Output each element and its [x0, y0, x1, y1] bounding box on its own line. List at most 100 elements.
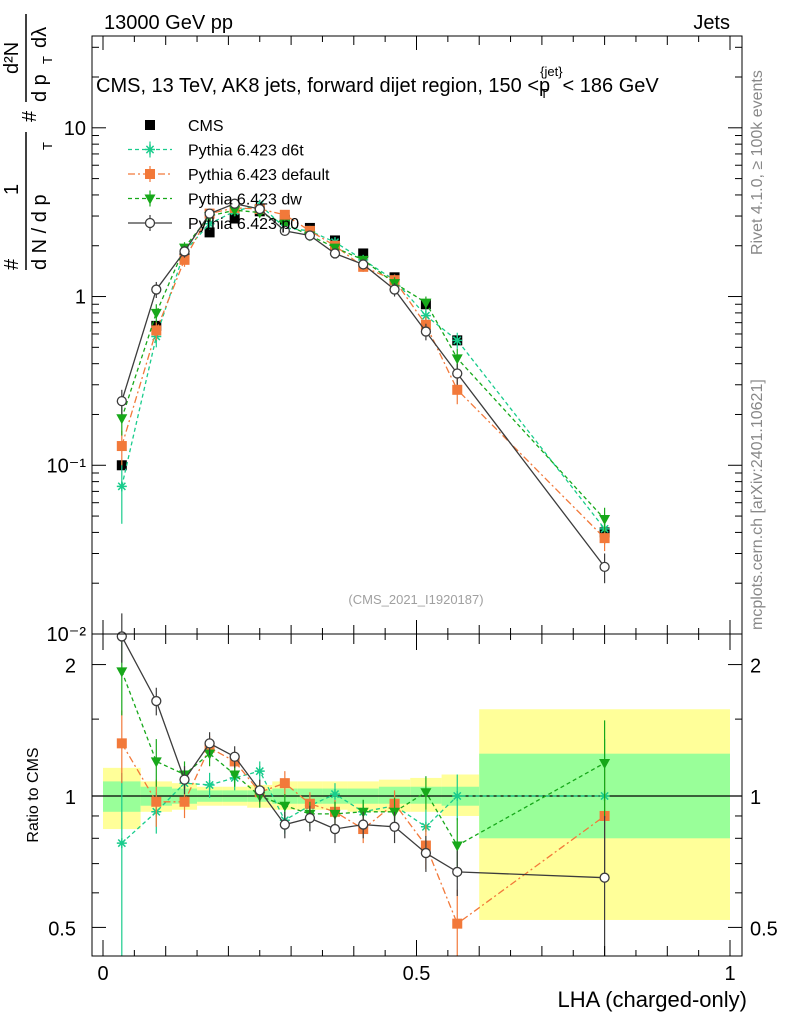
ratio-y-tick-label-right: 1: [750, 787, 761, 809]
ratio-point-p0: [420, 847, 432, 859]
ratio-point-p0: [358, 819, 369, 830]
top-point-default: [179, 254, 190, 265]
top-point-p0: [329, 248, 341, 259]
ratio-point-p0: [599, 872, 610, 883]
top-point-p0: [279, 225, 290, 237]
ratio-point-p0: [279, 819, 290, 830]
ylabel-hash: #: [1, 258, 23, 270]
mcplots-label: mcplots.cern.ch [arXiv:2401.10621]: [749, 379, 766, 630]
top-point-p0: [599, 561, 610, 573]
ratio-point-p0: [116, 631, 127, 642]
top-point-default: [116, 441, 127, 452]
ratio-point-d6t: [116, 838, 127, 849]
chart-title: CMS, 13 TeV, AK8 jets, forward dijet reg…: [96, 64, 659, 101]
ratio-point-default: [279, 778, 290, 789]
ylabel-dpT: d p: [29, 74, 51, 102]
legend-marker-d6t: [145, 144, 155, 155]
top-line-d6t: [121, 203, 606, 530]
top-point-d6t: [420, 310, 431, 321]
top-point-p0: [204, 208, 215, 219]
top-point-p0: [229, 198, 240, 209]
ratio-bands: [92, 709, 742, 920]
top-point-p0: [151, 284, 162, 295]
top-point-default: [151, 325, 162, 336]
ratio-x-tick-label: 0: [97, 963, 108, 985]
top-point-default: [279, 209, 290, 220]
legend-label-dw: Pythia 6.423 dw: [188, 192, 302, 209]
ratio-point-default: [151, 796, 162, 807]
top-point-dw: [451, 354, 463, 365]
ratio-line-d6t: [121, 770, 605, 844]
top-point-p0: [389, 284, 400, 295]
ratio-point-dw: [150, 757, 162, 768]
ratio-x-tick-label: 1: [724, 963, 735, 985]
ratio-point-p0: [389, 821, 400, 832]
top-point-p0: [358, 259, 369, 270]
ratio-point-default: [179, 796, 190, 807]
ratio-point-dw: [451, 841, 463, 852]
top-point-p0: [254, 203, 265, 215]
ratio-point-dw: [420, 788, 432, 799]
top-point-cms: [229, 213, 240, 224]
top-point-default: [452, 384, 463, 395]
top-series-layer: [116, 198, 611, 584]
rivet-label: Rivet 4.1.0, ≥ 100k events: [749, 70, 766, 255]
ratio-point-dw: [279, 801, 291, 812]
ratio-point-d6t: [254, 766, 265, 777]
ratio-point-dw: [116, 667, 128, 678]
ratio-point-p0: [329, 823, 341, 835]
top-point-p0: [452, 368, 463, 379]
top-point-d6t: [204, 218, 215, 229]
ratio-point-default: [452, 918, 463, 929]
ratio-point-dw: [229, 770, 241, 781]
top-point-cms: [204, 227, 215, 238]
top-point-dw: [229, 206, 241, 217]
ratio-point-p0: [179, 774, 190, 785]
ratio-y-tick-label-right: 2: [750, 656, 761, 678]
ylabel-dN: d N / d p: [29, 194, 51, 270]
top-point-p0: [116, 395, 127, 407]
ratio-point-d6t: [452, 790, 463, 801]
ylabel-dlambda: dλ: [29, 27, 51, 48]
top-y-tick-label: 10⁻²: [47, 624, 87, 646]
top-point-p0: [420, 326, 432, 337]
legend-label-p0: Pythia 6.423 p0: [188, 216, 299, 233]
legend-marker-dw: [144, 194, 156, 205]
chart-title-sub: T: [540, 86, 548, 101]
legend-marker-default: [145, 169, 155, 179]
watermark: (CMS_2021_I1920187): [348, 592, 483, 607]
legend-label-d6t: Pythia 6.423 d6t: [188, 143, 304, 160]
ratio-axis-label: Ratio to CMS: [25, 747, 42, 842]
ylabel-dN-sub: T: [40, 142, 55, 150]
bottom-axis: 0.5 0.5 1 1 2 2 0 0.5 1: [48, 634, 778, 985]
ratio-line-p0: [121, 636, 605, 879]
ylabel-one: 1: [1, 184, 23, 195]
ylabel-dpT-sub: T: [40, 56, 55, 64]
chart-title-tail: < 186 GeV: [563, 75, 660, 97]
ratio-point-p0: [452, 866, 463, 878]
top-y-tick-label: 1: [75, 287, 86, 309]
top-y-tick-label: 10: [64, 118, 86, 140]
ratio-point-dw: [329, 809, 341, 820]
legend: CMS Pythia 6.423 d6t Pythia 6.423 default P…: [128, 118, 330, 233]
top-point-cms: [358, 248, 369, 259]
ratio-point-dw: [599, 759, 611, 770]
top-line-p0: [121, 203, 606, 568]
legend-label-cms: CMS: [188, 118, 224, 135]
top-point-dw: [420, 298, 432, 309]
top-point-dw: [150, 308, 162, 319]
ratio-point-default: [116, 738, 127, 749]
top-point-d6t: [116, 481, 127, 492]
ratio-point-p0: [204, 738, 215, 749]
ratio-y-tick-label-right: 0.5: [750, 918, 778, 940]
ratio-point-p0: [229, 751, 240, 762]
ylabel-hash2: #: [19, 110, 41, 122]
top-point-d6t: [452, 335, 463, 346]
ratio-y-tick-label-left: 1: [65, 787, 76, 809]
ratio-point-p0: [254, 785, 265, 796]
top-point-dw: [116, 414, 128, 425]
ratio-series-layer: [116, 613, 611, 956]
top-axis: 10⁻² 10⁻¹ 1 10: [47, 36, 742, 646]
x-axis-label: LHA (charged-only): [557, 987, 747, 1012]
